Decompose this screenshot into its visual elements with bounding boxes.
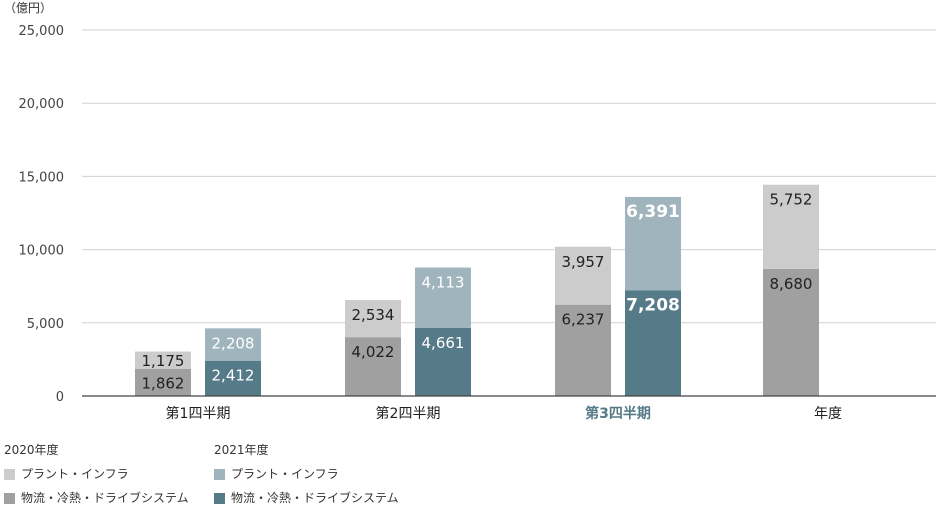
- legend-2021: 2021年度 プラント・インフラ 物流・冷熱・ドライブシステム: [214, 442, 399, 514]
- data-label: 8,680: [770, 275, 813, 293]
- y-tick-label: 5,000: [27, 317, 64, 332]
- data-label: 2,412: [212, 367, 255, 385]
- legend-2020-logistics: 物流・冷熱・ドライブシステム: [4, 490, 189, 506]
- data-label: 5,752: [770, 191, 813, 209]
- bar-2020-plant-0: [135, 351, 191, 369]
- bar-2020-plant-2: [555, 246, 611, 305]
- data-label: 4,022: [352, 343, 395, 361]
- bar-2021-plant-0: [205, 328, 261, 361]
- data-label: 3,957: [562, 253, 605, 271]
- legend-2020-logistics-label: 物流・冷熱・ドライブシステム: [21, 491, 189, 505]
- legend-2021-title: 2021年度: [214, 443, 269, 457]
- x-tick-label: 第2四半期: [376, 405, 441, 422]
- x-tick-label: 年度: [814, 406, 842, 422]
- stacked-bar-chart: （億円） 0 5,000 10,000 15,000 20,000 25,000 1,862 1…: [4, 1, 936, 422]
- bar-2021-plant-2: [625, 196, 681, 291]
- legend-2021-plant-swatch: [214, 468, 225, 480]
- legend-2020-title: 2020年度: [4, 443, 59, 457]
- y-tick-label: 15,000: [19, 170, 65, 185]
- legend-2021-logistics-label: 物流・冷熱・ドライブシステム: [231, 491, 399, 505]
- data-label: 4,661: [422, 334, 465, 352]
- y-tick-label: 0: [56, 390, 64, 405]
- y-tick-label: 25,000: [19, 24, 65, 39]
- legend-2021-plant: プラント・インフラ: [214, 466, 399, 482]
- bar-2021-logistics-1: [415, 327, 471, 396]
- bar-2021-logistics-0: [205, 360, 261, 396]
- data-label: 2,208: [212, 334, 255, 352]
- data-label: 6,391: [626, 202, 680, 222]
- bar-2021-plant-1: [415, 267, 471, 328]
- data-label: 4,113: [422, 274, 465, 292]
- legend-2021-plant-label: プラント・インフラ: [231, 467, 339, 481]
- y-unit-label: （億円）: [4, 1, 52, 15]
- data-label: 1,175: [142, 352, 185, 370]
- legend-2021-logistics: 物流・冷熱・ドライブシステム: [214, 490, 399, 506]
- y-tick-label: 10,000: [19, 244, 65, 259]
- y-tick-label: 20,000: [19, 97, 65, 112]
- bar-2020-logistics-1: [345, 337, 401, 396]
- legend-2020-plant-swatch: [4, 468, 15, 480]
- legend-2020-plant-label: プラント・インフラ: [21, 467, 129, 481]
- legend-2020-plant: プラント・インフラ: [4, 466, 189, 482]
- data-label: 1,862: [142, 375, 185, 393]
- legend-2021-logistics-swatch: [214, 492, 225, 504]
- data-label: 7,208: [626, 295, 680, 315]
- bar-2020-plant-1: [345, 300, 401, 338]
- legend-2020-logistics-swatch: [4, 492, 15, 504]
- bar-2020-logistics-0: [135, 368, 191, 396]
- bar-2020-logistics-3: [763, 268, 819, 396]
- legend-2020: 2020年度 プラント・インフラ 物流・冷熱・ドライブシステム: [4, 442, 189, 514]
- bar-2020-logistics-2: [555, 304, 611, 396]
- x-tick-label: 第1四半期: [166, 405, 231, 422]
- bar-2020-plant-3: [763, 184, 819, 269]
- data-label: 6,237: [562, 311, 605, 329]
- bar-2021-logistics-2: [625, 290, 681, 396]
- data-label: 2,534: [352, 306, 395, 324]
- x-tick-label: 第3四半期: [585, 405, 651, 422]
